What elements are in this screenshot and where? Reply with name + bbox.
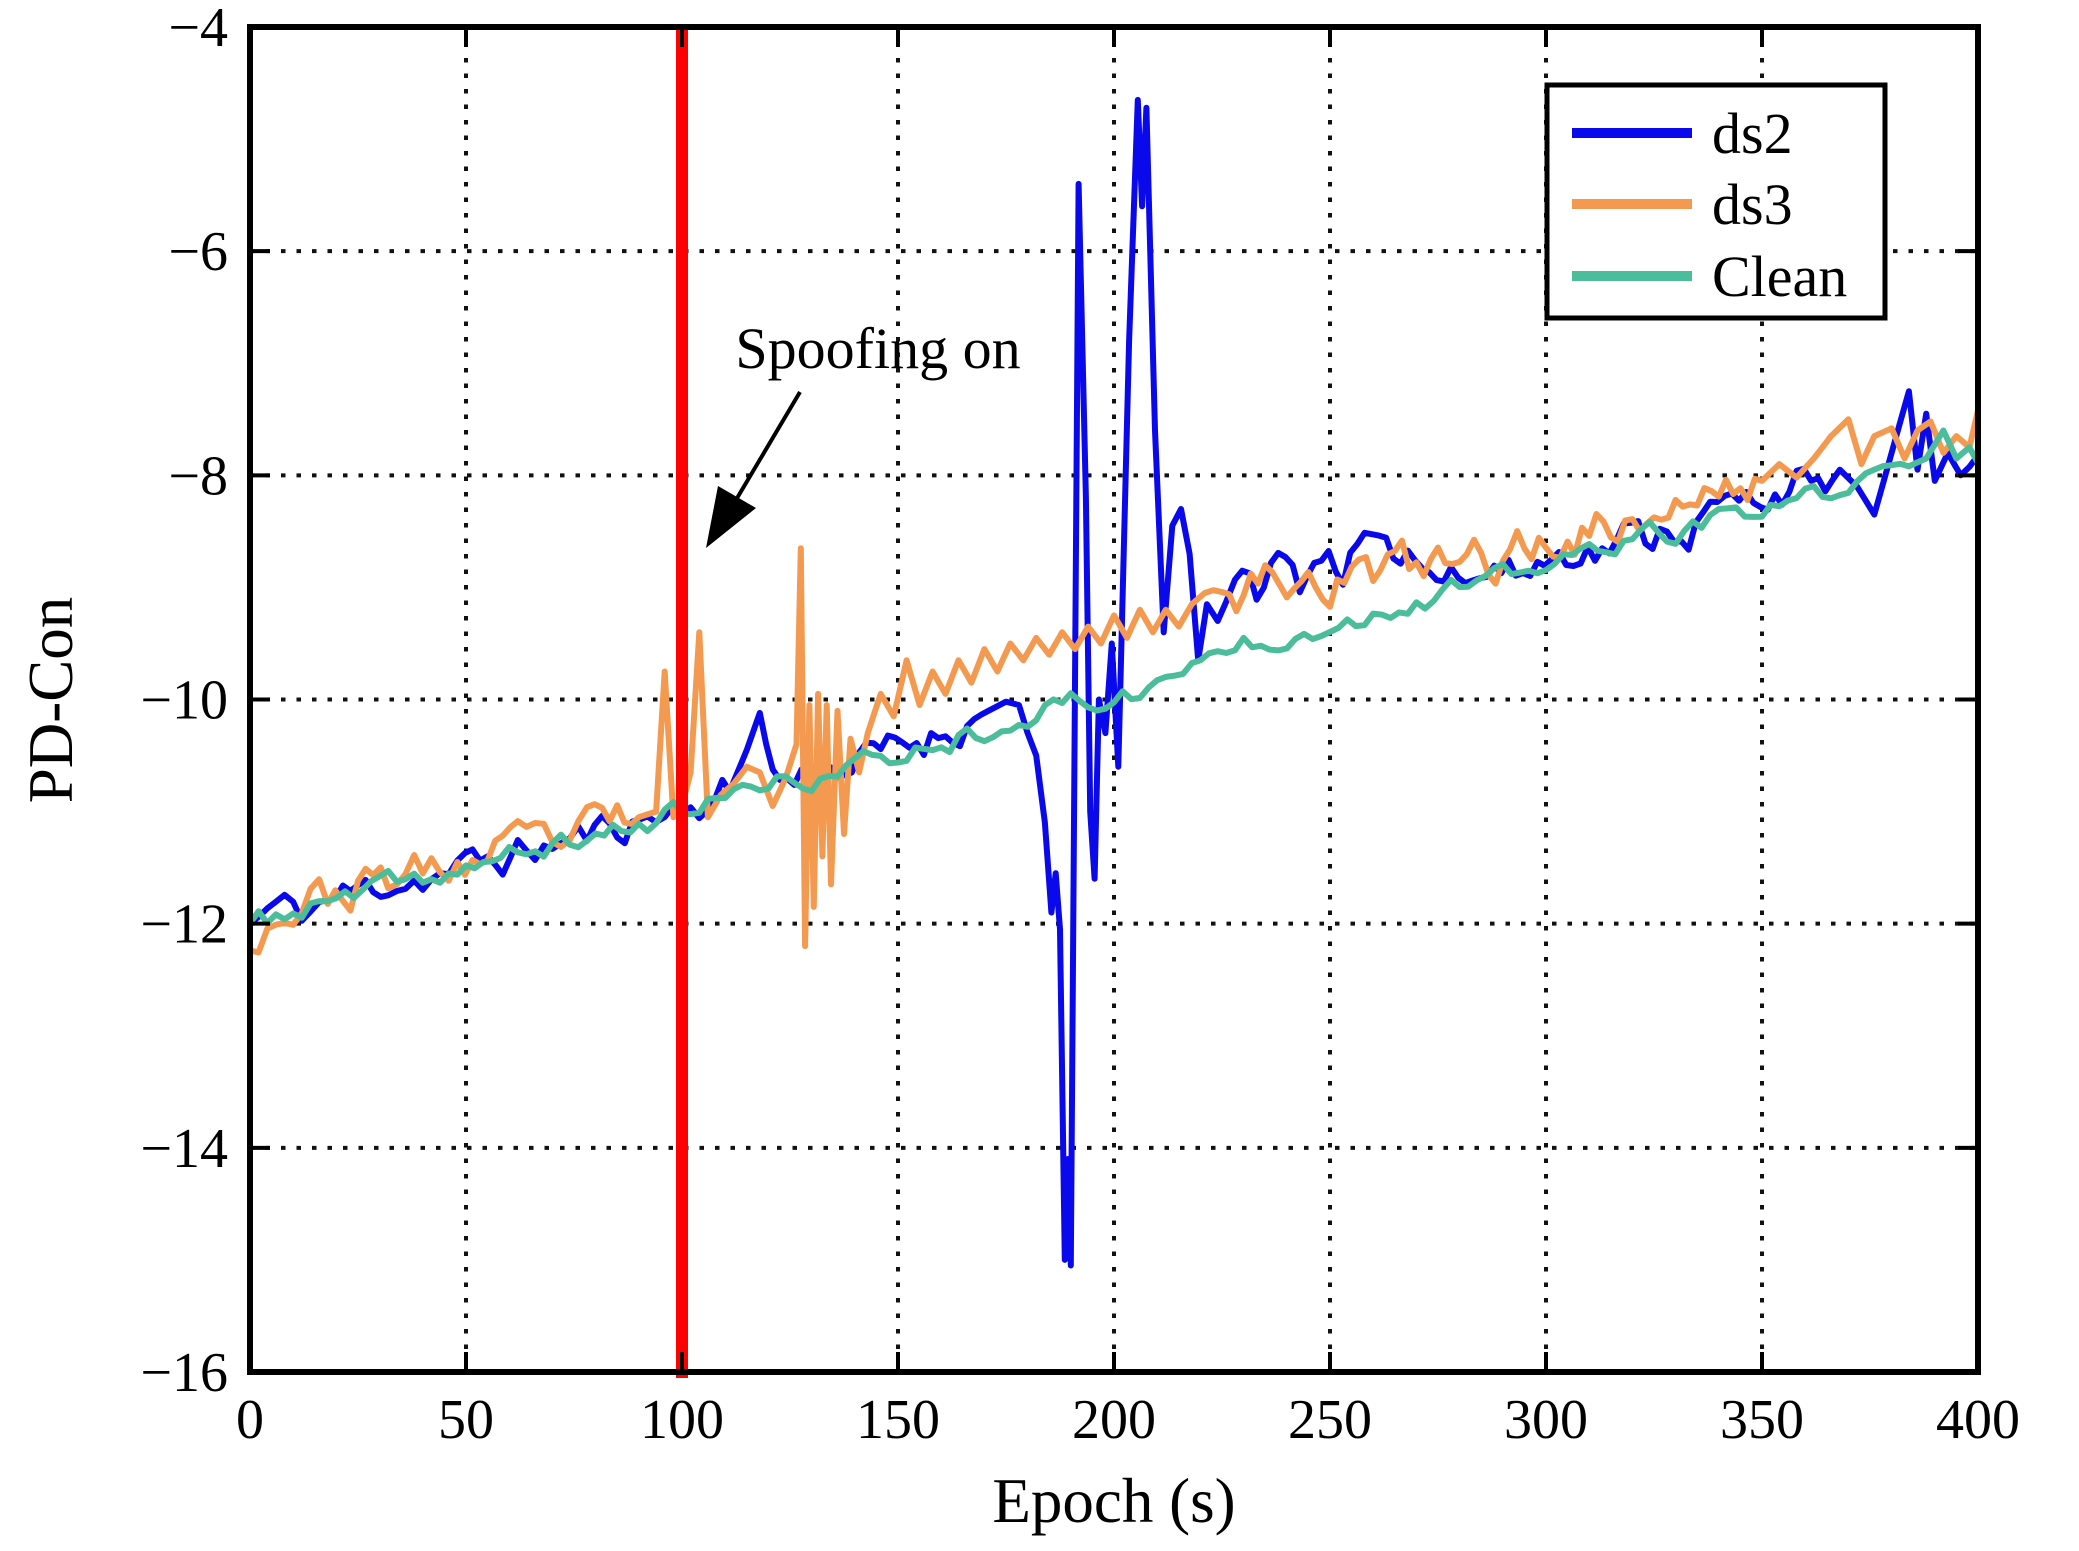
x-tick-label: 200 — [1072, 1389, 1156, 1451]
annotation-text: Spoofing on — [735, 316, 1020, 381]
x-tick-label: 150 — [856, 1389, 940, 1451]
annotation: Spoofing on — [706, 316, 1021, 548]
y-tick-label: −8 — [168, 445, 228, 507]
y-tick-label: −14 — [140, 1118, 228, 1180]
y-tick-label: −10 — [140, 670, 228, 732]
x-axis-label: Epoch (s) — [992, 1466, 1235, 1536]
legend: ds2 ds3 Clean — [1544, 82, 1888, 321]
legend-label-ds3: ds3 — [1712, 172, 1793, 237]
x-tick-label: 50 — [438, 1389, 494, 1451]
series-ds3-line — [247, 407, 1981, 956]
series-layer — [247, 96, 1981, 1269]
x-tick-label: 350 — [1720, 1389, 1804, 1451]
y-tick-label: −6 — [168, 221, 228, 283]
y-tick-label: −12 — [140, 894, 228, 956]
annotation-arrow-shaft — [728, 390, 802, 512]
legend-item-clean: Clean — [1572, 244, 1847, 309]
legend-item-ds2: ds2 — [1572, 101, 1793, 166]
tick-label-layer: 0 50 100 150 200 250 300 350 400 −16 −14 −12 −10 −8 −6… — [140, 0, 2020, 1451]
y-tick-label: −16 — [140, 1342, 228, 1404]
legend-label-ds2: ds2 — [1712, 101, 1793, 166]
series-clean-line — [247, 427, 1981, 927]
x-tick-label: 250 — [1288, 1389, 1372, 1451]
legend-label-clean: Clean — [1712, 244, 1847, 309]
annotation-arrowhead-icon — [706, 486, 756, 548]
x-tick-label: 300 — [1504, 1389, 1588, 1451]
y-tick-label: −4 — [168, 0, 228, 59]
x-tick-label: 0 — [236, 1389, 264, 1451]
legend-item-ds3: ds3 — [1572, 172, 1793, 237]
y-axis-label: PD-Con — [16, 597, 86, 804]
x-tick-label: 100 — [640, 1389, 724, 1451]
tick-layer — [248, 25, 1980, 1374]
x-tick-label: 400 — [1936, 1389, 2020, 1451]
